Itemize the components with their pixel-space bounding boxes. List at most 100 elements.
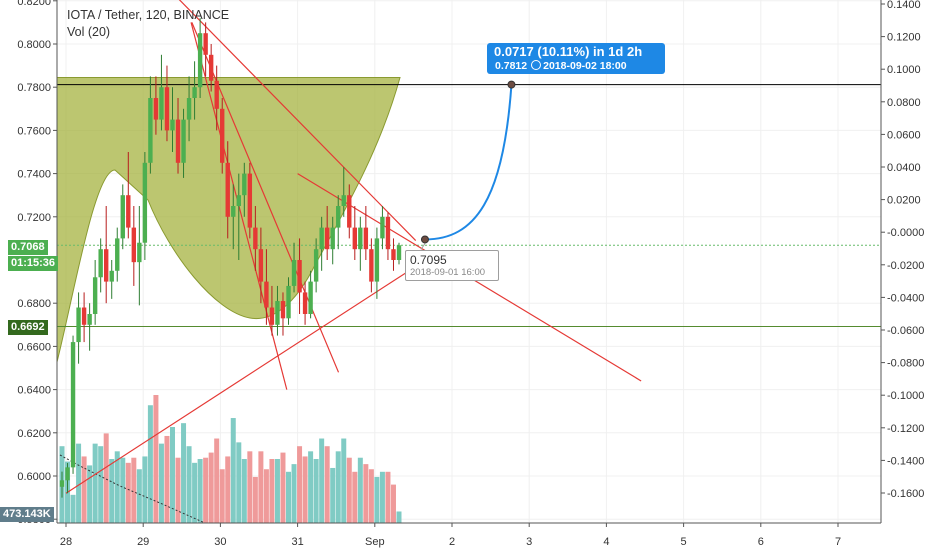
- candle-body: [347, 195, 352, 228]
- volume-bar: [153, 395, 159, 523]
- candle-body: [330, 227, 335, 250]
- chart-title: IOTA / Tether, 120, BINANCE: [67, 8, 230, 22]
- candle-body: [142, 162, 148, 243]
- volume-bar: [136, 469, 142, 523]
- volume-bar: [274, 459, 280, 523]
- x-tick-label: 6: [758, 536, 764, 548]
- volume-bar: [297, 446, 303, 523]
- volume-bar: [374, 476, 380, 523]
- volume-bar: [120, 457, 126, 523]
- candle-body: [70, 342, 76, 468]
- price-tooltip: 0.7095 2018-09-01 16:00: [405, 250, 499, 281]
- projection-target: 0.7812 2018-09-02 18:00: [495, 60, 627, 72]
- candle-body: [159, 87, 164, 120]
- left-tick-label: 0.6800: [17, 298, 51, 310]
- right-tick-label: -0.0600: [887, 325, 924, 337]
- volume-bar: [269, 459, 275, 523]
- left-tick-label: 0.7600: [17, 125, 51, 137]
- volume-bar: [92, 443, 98, 523]
- candle-body: [324, 227, 330, 250]
- candle-body: [126, 195, 131, 228]
- candle-body: [280, 301, 286, 319]
- candle-body: [214, 80, 219, 109]
- left-tick-label: 0.6400: [17, 385, 51, 397]
- volume-bar: [208, 452, 214, 523]
- volume-bar: [169, 427, 175, 523]
- candle-body: [208, 54, 214, 81]
- volume-bar: [241, 459, 247, 523]
- candle-body: [225, 162, 230, 217]
- candle-body: [236, 195, 241, 206]
- candle-body: [59, 480, 65, 487]
- left-tick-label: 0.6000: [17, 471, 51, 483]
- right-tick-label: -0.1200: [887, 423, 924, 435]
- projection-target-price: 0.7812: [495, 60, 528, 72]
- candle-body: [258, 249, 264, 282]
- volume-bar: [197, 459, 203, 523]
- candle-body: [65, 467, 70, 481]
- x-tick-label: 30: [214, 536, 226, 548]
- volume-bar: [319, 438, 325, 523]
- candle-body: [98, 249, 103, 278]
- right-tick-label: 0.0400: [887, 162, 921, 174]
- volume-bar: [70, 494, 76, 523]
- volume-bars: [59, 395, 402, 524]
- right-tick-label: 0.1400: [887, 0, 921, 11]
- volume-bar: [286, 471, 292, 523]
- volume-bar: [142, 456, 148, 523]
- volume-bar: [175, 457, 181, 523]
- candle-body: [302, 292, 308, 314]
- volume-bar: [87, 465, 93, 523]
- candle-body: [197, 33, 203, 88]
- left-tick-label: 0.6600: [17, 341, 51, 353]
- candle-body: [192, 87, 197, 98]
- candle-body: [231, 206, 236, 217]
- candle-body: [203, 33, 208, 55]
- candle-body: [291, 260, 297, 286]
- volume-bar: [98, 446, 104, 523]
- projection-target-time: 2018-09-02 18:00: [543, 60, 627, 72]
- x-tick-label: 31: [291, 536, 303, 548]
- candle-body: [352, 227, 358, 250]
- trendline: [65, 272, 407, 494]
- candle-body: [269, 307, 275, 325]
- x-tick-label: 28: [60, 536, 72, 548]
- right-tick-label: -0.0000: [887, 227, 924, 239]
- candle-body: [120, 195, 125, 239]
- x-tick-label: 7: [835, 536, 841, 548]
- countdown-badge: 01:15:36: [8, 256, 59, 271]
- right-tick-label: -0.0800: [887, 358, 924, 370]
- right-tick-label: 0.0800: [887, 97, 921, 109]
- volume-bar: [302, 456, 308, 523]
- candle-body: [341, 195, 346, 206]
- volume-value-badge: 473.143K: [0, 507, 54, 522]
- left-tick-label: 0.7400: [17, 169, 51, 181]
- x-tick-label: Sep: [365, 536, 385, 548]
- volume-bar: [308, 451, 314, 523]
- right-tick-label: 0.1200: [887, 32, 921, 44]
- candle-body: [380, 216, 385, 239]
- candle-body: [275, 301, 280, 325]
- volume-bar: [280, 452, 286, 523]
- left-tick-label: 0.7800: [17, 82, 51, 94]
- volume-bar: [258, 451, 264, 523]
- volume-bar: [263, 469, 269, 523]
- candle-body: [358, 227, 363, 250]
- volume-bar: [346, 457, 352, 523]
- candle-body: [170, 119, 175, 131]
- candle-body: [164, 87, 170, 131]
- volume-bar: [81, 456, 87, 523]
- candle-body: [76, 307, 81, 343]
- right-tick-label: 0.1000: [887, 64, 921, 76]
- volume-bar: [114, 451, 120, 523]
- candle-body: [103, 249, 109, 282]
- clock-icon: [531, 60, 542, 70]
- projection-label: 0.0717 (10.11%) in 1d 2h 0.7812 2018-09-0…: [487, 43, 665, 74]
- candle-body: [186, 98, 192, 120]
- volume-bar: [192, 462, 198, 523]
- candle-body: [336, 206, 341, 228]
- volume-bar: [181, 423, 187, 523]
- candle-body: [264, 281, 269, 308]
- candle-body: [396, 245, 402, 260]
